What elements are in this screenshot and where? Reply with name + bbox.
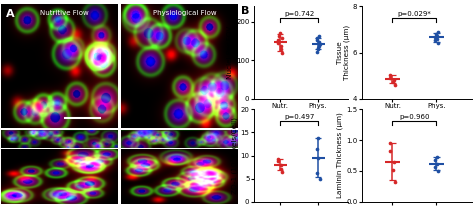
Point [386, 76, 394, 79]
Point [277, 48, 285, 51]
Point [313, 147, 320, 150]
Point [276, 32, 284, 35]
Text: p=0.742: p=0.742 [284, 11, 314, 17]
Point [390, 160, 398, 163]
Point [274, 39, 282, 42]
Point [433, 162, 440, 165]
Point [386, 74, 394, 77]
Point [277, 167, 285, 170]
Y-axis label: Nuclei Per FOV: Nuclei Per FOV [227, 26, 233, 79]
Point [316, 42, 324, 45]
Point [431, 159, 438, 162]
Text: p=0.497: p=0.497 [284, 114, 314, 120]
Point [391, 83, 399, 86]
Point [391, 180, 399, 184]
Point [313, 38, 321, 41]
Point [390, 168, 397, 171]
Point [274, 41, 282, 44]
Point [313, 36, 321, 40]
Point [432, 39, 439, 42]
Point [278, 44, 285, 47]
Point [434, 30, 442, 34]
Text: Physiological Flow: Physiological Flow [153, 10, 217, 16]
Point [433, 156, 440, 159]
Point [314, 46, 321, 49]
Point [315, 48, 322, 51]
Point [432, 165, 439, 168]
Point [313, 50, 320, 53]
Point [315, 44, 323, 47]
Point [386, 142, 394, 145]
Point [274, 158, 282, 161]
Text: Nutritive Flow: Nutritive Flow [40, 10, 89, 16]
Point [315, 136, 322, 140]
Point [315, 40, 322, 43]
Point [433, 35, 440, 38]
Y-axis label: Tissue
Thickness (μm): Tissue Thickness (μm) [337, 25, 350, 80]
Point [279, 52, 286, 55]
Text: p=0.960: p=0.960 [399, 114, 430, 120]
Y-axis label: Laminin Thickness (μm): Laminin Thickness (μm) [337, 113, 344, 198]
Y-axis label: ZO-1 (10³ Pixels/Cell): ZO-1 (10³ Pixels/Cell) [230, 117, 237, 194]
Text: A: A [6, 9, 14, 19]
Text: B: B [241, 6, 249, 16]
Point [435, 41, 442, 44]
Point [278, 36, 285, 40]
Point [316, 177, 323, 180]
Point [274, 159, 282, 163]
Point [390, 78, 398, 82]
Point [431, 36, 438, 39]
Point [313, 171, 321, 175]
Point [432, 33, 439, 36]
Text: p=0.029*: p=0.029* [398, 11, 431, 17]
Point [435, 169, 442, 173]
Point [275, 35, 283, 38]
Point [315, 34, 323, 37]
Point [278, 163, 285, 166]
Point [433, 37, 440, 40]
Point [279, 170, 286, 173]
Point [314, 156, 322, 159]
Point [390, 81, 397, 84]
Point [386, 150, 394, 153]
